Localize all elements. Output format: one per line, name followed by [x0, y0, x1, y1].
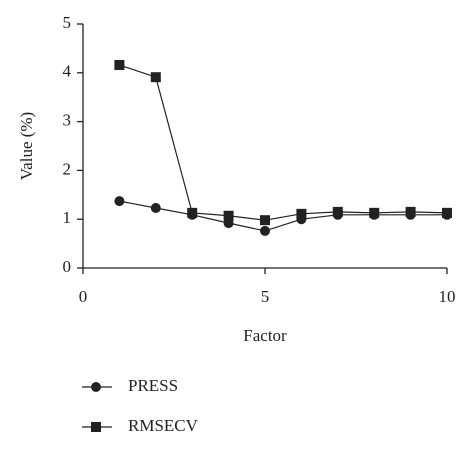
- marker: [114, 59, 125, 70]
- legend-marker: [91, 422, 101, 432]
- marker: [150, 202, 161, 213]
- legend-label: PRESS: [128, 376, 178, 395]
- legend-label: RMSECV: [128, 416, 199, 435]
- x-axis-label: Factor: [243, 326, 287, 345]
- marker: [150, 72, 161, 83]
- series-line: [119, 64, 448, 221]
- y-tick-label: 2: [63, 159, 72, 178]
- legend-marker: [91, 382, 101, 392]
- y-tick-label: 1: [63, 208, 72, 227]
- x-tick-label: 10: [439, 287, 456, 306]
- x-tick-label: 5: [261, 287, 270, 306]
- y-tick-label: 0: [63, 257, 72, 276]
- marker: [405, 206, 416, 217]
- marker: [296, 208, 307, 219]
- series-line: [119, 200, 447, 232]
- marker: [260, 215, 270, 226]
- marker: [187, 207, 198, 218]
- marker: [442, 207, 452, 218]
- y-tick-label: 3: [63, 111, 72, 130]
- marker: [114, 196, 125, 207]
- y-axis-label: Value (%): [17, 112, 36, 180]
- y-tick-label: 4: [63, 62, 72, 81]
- y-tick-label: 5: [63, 13, 72, 32]
- marker: [332, 206, 343, 217]
- marker: [223, 210, 234, 221]
- x-tick-label: 0: [79, 287, 88, 306]
- marker: [260, 225, 270, 236]
- marker: [369, 207, 380, 218]
